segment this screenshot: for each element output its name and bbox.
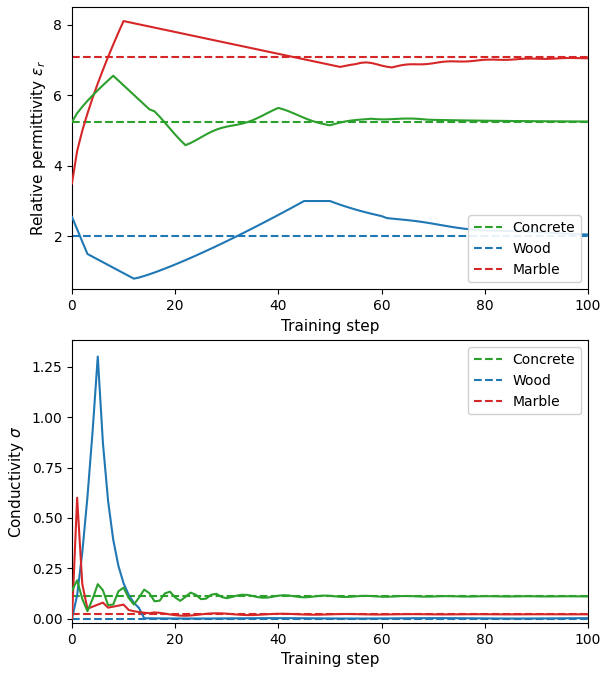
Y-axis label: Conductivity $\sigma$: Conductivity $\sigma$ xyxy=(7,425,26,538)
Y-axis label: Relative permittivity $\epsilon_r$: Relative permittivity $\epsilon_r$ xyxy=(29,60,48,236)
Legend: Concrete, Wood, Marble: Concrete, Wood, Marble xyxy=(468,347,581,415)
X-axis label: Training step: Training step xyxy=(281,652,379,667)
Legend: Concrete, Wood, Marble: Concrete, Wood, Marble xyxy=(468,215,581,282)
X-axis label: Training step: Training step xyxy=(281,319,379,334)
